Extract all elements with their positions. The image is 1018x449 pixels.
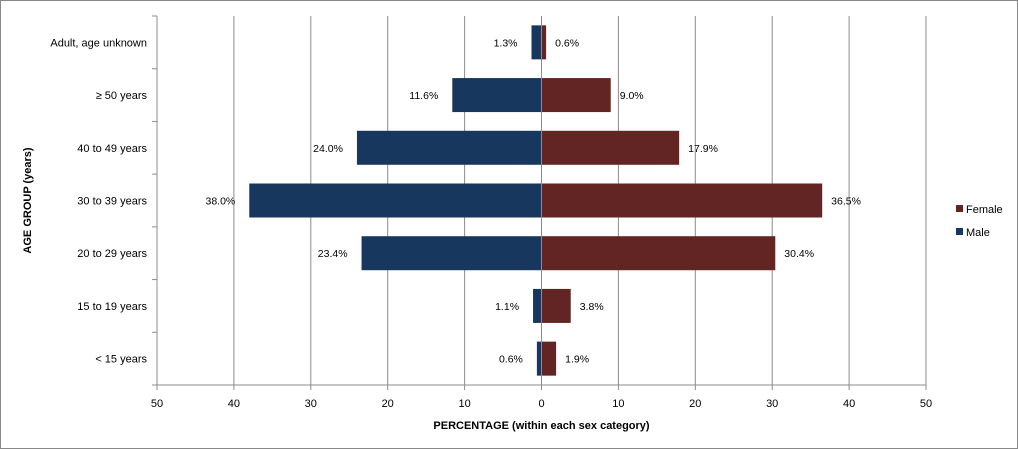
x-tick-label: 40 <box>228 398 240 410</box>
legend-swatch-male <box>956 228 963 235</box>
legend-label-male: Male <box>966 227 990 239</box>
x-tick-label: 40 <box>843 398 855 410</box>
bar-female <box>541 183 823 218</box>
category-label: < 15 years <box>95 354 147 366</box>
bar-male <box>531 25 542 60</box>
labels: 50 40 30 20 10 0 10 20 30 40 50 Adult, age unknown 1… <box>50 37 932 410</box>
bar-male <box>356 130 542 165</box>
category-label: 40 to 49 years <box>77 143 147 155</box>
legend-swatch-female <box>956 205 963 212</box>
x-tick-label: 10 <box>612 398 624 410</box>
bar-female <box>541 78 611 113</box>
data-label-male: 0.6% <box>499 354 523 366</box>
x-tick-label: 30 <box>305 398 317 410</box>
category-label: 20 to 29 years <box>77 248 147 260</box>
data-label-female: 9.0% <box>620 90 644 102</box>
x-tick-label: 0 <box>538 398 544 410</box>
data-label-female: 36.5% <box>831 196 861 208</box>
axes <box>152 15 927 390</box>
x-tick-label: 30 <box>766 398 778 410</box>
data-label-male: 1.3% <box>494 37 518 49</box>
category-label: Adult, age unknown <box>50 37 147 49</box>
data-label-female: 3.8% <box>580 301 604 313</box>
x-tick-label: 20 <box>382 398 394 410</box>
category-label: ≥ 50 years <box>96 90 148 102</box>
data-label-male: 1.1% <box>495 301 519 313</box>
bar-male <box>361 236 542 271</box>
data-label-female: 1.9% <box>565 354 589 366</box>
data-label-female: 30.4% <box>784 248 814 260</box>
y-axis-title: AGE GROUP (years) <box>22 147 34 254</box>
bar-female <box>541 341 557 376</box>
legend: Female Male <box>956 204 1003 239</box>
data-label-female: 17.9% <box>688 143 718 155</box>
bar-female <box>541 25 547 60</box>
bar-male <box>536 341 542 376</box>
x-tick-label: 50 <box>151 398 163 410</box>
legend-label-female: Female <box>966 204 1003 216</box>
bar-female <box>541 130 680 165</box>
bar-male <box>249 183 542 218</box>
bar-male <box>533 288 542 323</box>
data-label-male: 23.4% <box>318 248 348 260</box>
bar-female <box>541 288 571 323</box>
x-tick-label: 20 <box>689 398 701 410</box>
category-label: 15 to 19 years <box>77 301 147 313</box>
x-tick-label: 50 <box>920 398 932 410</box>
x-axis-title: PERCENTAGE (within each sex category) <box>433 420 650 432</box>
data-label-female: 0.6% <box>555 37 579 49</box>
data-label-male: 38.0% <box>205 196 235 208</box>
x-tick-label: 10 <box>458 398 470 410</box>
data-label-male: 24.0% <box>313 143 343 155</box>
bar-female <box>541 236 776 271</box>
bar-male <box>452 78 542 113</box>
category-label: 30 to 39 years <box>77 196 147 208</box>
data-label-male: 11.6% <box>409 90 438 102</box>
bars <box>249 25 823 376</box>
